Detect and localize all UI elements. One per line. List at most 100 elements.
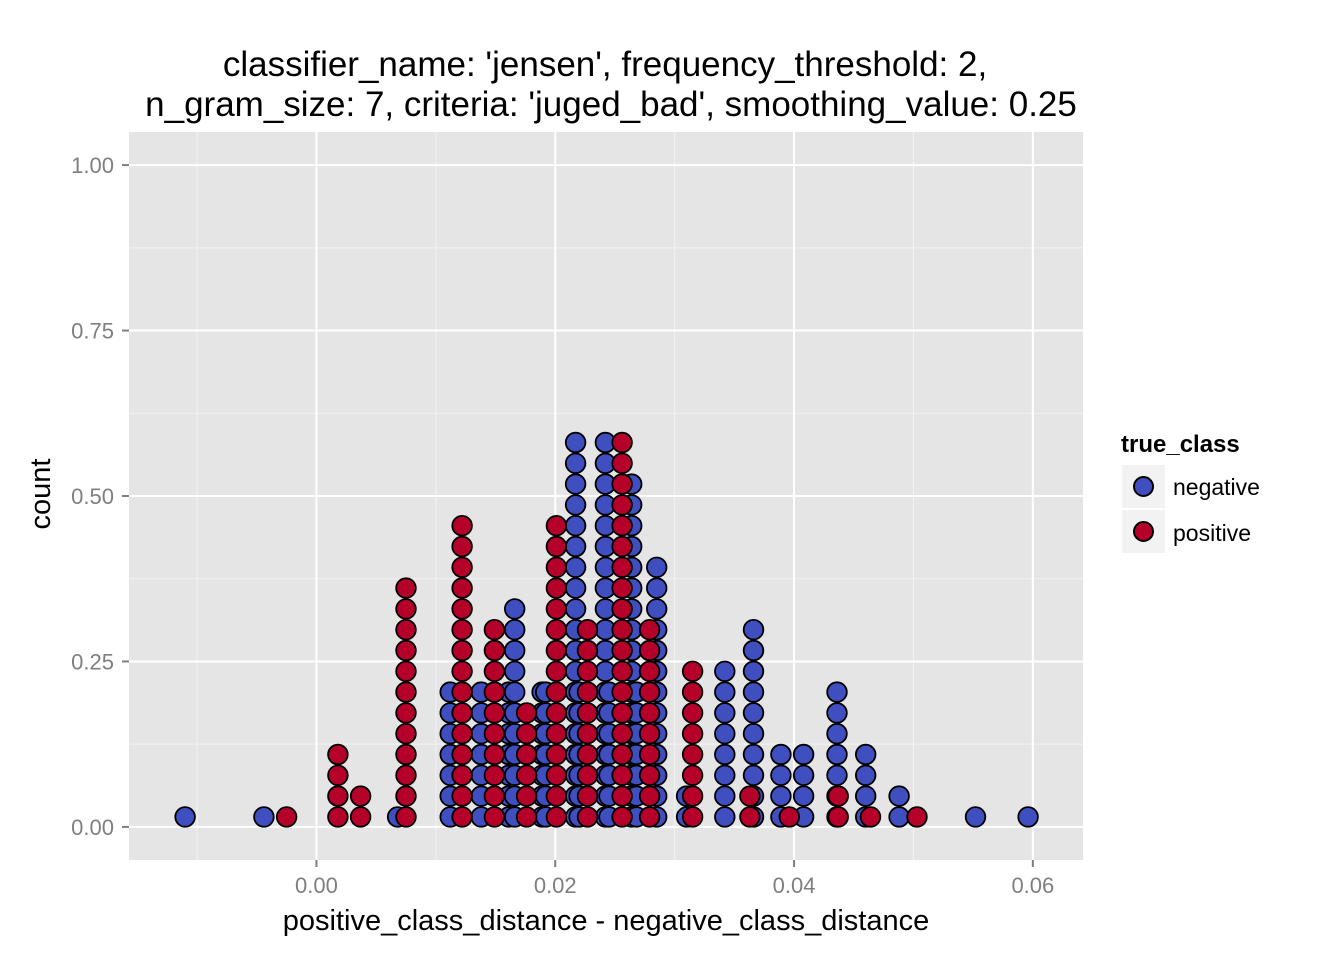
dot-negative xyxy=(714,702,736,724)
dot-positive xyxy=(395,639,417,662)
x-tick-label: 0.04 xyxy=(773,873,816,898)
dot-negative xyxy=(564,452,587,475)
dot-negative xyxy=(564,494,587,516)
dot-positive xyxy=(681,806,704,828)
dot-negative xyxy=(504,681,526,703)
dot-positive xyxy=(681,743,704,766)
dot-positive xyxy=(611,473,633,495)
dot-positive xyxy=(611,702,633,724)
dot-positive xyxy=(545,598,568,620)
dot-positive xyxy=(349,806,372,828)
dot-positive xyxy=(638,639,661,662)
legend-key-negative-dot xyxy=(1133,476,1154,497)
dot-negative xyxy=(855,785,877,807)
y-tick-label: 0.50 xyxy=(71,484,114,509)
dot-positive xyxy=(545,556,568,579)
x-axis: 0.00 0.02 0.04 0.06 xyxy=(295,860,1054,898)
dot-positive xyxy=(395,723,417,745)
dot-positive xyxy=(545,535,568,558)
data-dots xyxy=(174,431,1039,828)
dot-positive xyxy=(451,806,473,828)
dot-positive xyxy=(395,660,417,683)
dot-negative xyxy=(504,598,526,620)
dot-negative xyxy=(714,764,736,787)
dot-positive xyxy=(451,535,473,558)
dot-negative xyxy=(964,806,987,828)
y-axis-title: count xyxy=(25,459,57,530)
x-tick-label: 0.02 xyxy=(534,873,577,898)
dot-positive xyxy=(681,764,704,787)
dot-negative xyxy=(564,598,587,620)
dot-negative xyxy=(792,743,815,766)
dot-positive xyxy=(638,660,661,683)
dot-positive xyxy=(638,681,661,703)
dot-negative xyxy=(564,431,587,454)
dot-positive xyxy=(611,723,633,745)
dot-negative xyxy=(770,743,792,766)
legend-label-positive: positive xyxy=(1173,520,1251,546)
dot-positive xyxy=(638,723,661,745)
dot-negative xyxy=(564,577,587,599)
chart-title-line-2: n_gram_size: 7, criteria: 'juged_bad', s… xyxy=(145,85,1077,124)
dot-positive xyxy=(611,619,633,641)
dot-negative xyxy=(792,764,815,787)
dot-negative xyxy=(504,619,526,641)
dot-negative xyxy=(646,598,668,620)
y-tick-label: 1.00 xyxy=(71,153,114,178)
dot-positive xyxy=(611,535,633,558)
dot-positive xyxy=(327,743,349,766)
dot-positive xyxy=(545,681,568,703)
dot-positive xyxy=(483,764,506,787)
dot-positive xyxy=(739,785,761,807)
dot-positive xyxy=(611,556,633,579)
dot-negative xyxy=(646,577,668,599)
dot-positive xyxy=(451,764,473,787)
dot-positive xyxy=(611,764,633,787)
dot-negative xyxy=(888,806,910,828)
dot-positive xyxy=(327,806,349,828)
dot-negative xyxy=(714,723,736,745)
dot-positive xyxy=(611,452,633,475)
dot-positive xyxy=(395,702,417,724)
legend-label-negative: negative xyxy=(1173,474,1260,500)
dot-positive xyxy=(576,743,599,766)
dot-negative xyxy=(742,743,765,766)
dot-positive xyxy=(395,598,417,620)
dot-positive xyxy=(451,681,473,703)
dot-positive xyxy=(515,723,538,745)
dot-positive xyxy=(483,660,506,683)
dot-negative xyxy=(504,660,526,683)
y-tick-label: 0.00 xyxy=(71,815,114,840)
dot-negative xyxy=(742,660,765,683)
dot-positive xyxy=(906,806,928,828)
dot-positive xyxy=(515,743,538,766)
dot-positive xyxy=(515,702,538,724)
dot-negative xyxy=(646,556,668,579)
dot-positive xyxy=(451,785,473,807)
dot-negative xyxy=(826,681,848,703)
dot-positive xyxy=(576,806,599,828)
dot-positive xyxy=(515,806,538,828)
dot-positive xyxy=(451,660,473,683)
y-tick-label: 0.25 xyxy=(71,649,114,674)
dot-positive xyxy=(545,619,568,641)
dot-negative xyxy=(770,785,792,807)
dot-positive xyxy=(483,639,506,662)
dot-positive xyxy=(327,785,349,807)
dot-positive xyxy=(576,619,599,641)
dot-positive xyxy=(638,702,661,724)
dot-positive xyxy=(681,723,704,745)
dot-positive xyxy=(576,639,599,662)
dot-positive xyxy=(611,577,633,599)
dot-negative xyxy=(770,764,792,787)
dot-positive xyxy=(451,515,473,537)
dot-negative xyxy=(888,785,910,807)
dot-negative xyxy=(742,764,765,787)
y-tick-label: 0.75 xyxy=(71,319,114,344)
dot-negative xyxy=(564,535,587,558)
dot-positive xyxy=(451,577,473,599)
dot-positive xyxy=(395,764,417,787)
dot-positive xyxy=(451,598,473,620)
dot-negative xyxy=(714,660,736,683)
